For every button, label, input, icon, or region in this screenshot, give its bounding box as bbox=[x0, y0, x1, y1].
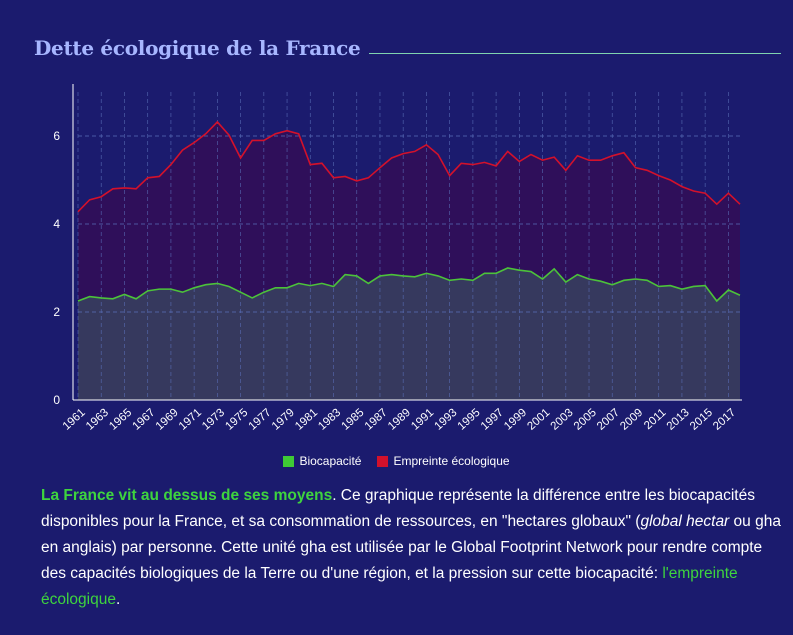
x-tick-label: 1987 bbox=[363, 407, 390, 433]
x-tick-label: 1991 bbox=[409, 407, 436, 433]
x-tick-label: 1977 bbox=[247, 407, 274, 433]
x-tick-label: 1997 bbox=[479, 407, 506, 433]
x-tick-label: 2007 bbox=[595, 407, 622, 433]
y-tick-label: 6 bbox=[53, 129, 60, 143]
empreinte-link[interactable]: l'empreinte écologique bbox=[41, 565, 738, 608]
page-title: Dette écologique de la France bbox=[34, 36, 361, 60]
description-paragraph: La France vit au dessus de ses moyens. C… bbox=[41, 483, 781, 613]
x-tick-label: 1961 bbox=[61, 407, 88, 433]
x-tick-label: 2001 bbox=[525, 407, 552, 433]
x-tick-label: 1983 bbox=[316, 407, 343, 433]
empreinte-line bbox=[77, 120, 741, 213]
x-tick-label: 1979 bbox=[270, 407, 297, 433]
x-tick-label: 1965 bbox=[107, 407, 134, 433]
chart-legend: Biocapacité Empreinte écologique bbox=[0, 454, 793, 468]
x-tick-label: 1969 bbox=[154, 407, 181, 433]
title-row: Dette écologique de la France bbox=[34, 36, 781, 60]
x-tick-label: 1971 bbox=[177, 407, 204, 433]
x-tick-label: 1981 bbox=[293, 407, 320, 433]
description-italic: global hectar bbox=[640, 513, 730, 530]
y-tick-label: 4 bbox=[53, 217, 60, 231]
title-divider bbox=[368, 52, 781, 54]
legend-label-empreinte: Empreinte écologique bbox=[393, 454, 510, 468]
x-tick-label: 1985 bbox=[340, 407, 367, 433]
x-tick-label: 2003 bbox=[549, 407, 576, 433]
x-tick-label: 1967 bbox=[130, 407, 157, 433]
chart: 0 2 4 6 196119631965196719691971197319751977… bbox=[53, 84, 742, 433]
description-text-1: . Ce graphique représente la différence … bbox=[41, 487, 755, 530]
x-tick-label: 2013 bbox=[665, 407, 692, 433]
x-tick-label: 1989 bbox=[386, 407, 413, 433]
x-tick-label: 1973 bbox=[200, 407, 227, 433]
biocapacite-line bbox=[77, 267, 741, 303]
biocapacite-area bbox=[78, 268, 740, 400]
x-tick-label: 1975 bbox=[223, 407, 250, 433]
legend-swatch-biocapacite bbox=[283, 455, 295, 467]
x-tick-label: 1999 bbox=[502, 407, 529, 433]
x-tick-label: 2017 bbox=[711, 407, 738, 433]
x-tick-label: 2009 bbox=[618, 407, 645, 433]
x-tick-label: 2011 bbox=[642, 407, 668, 432]
x-tick-label: 2005 bbox=[572, 407, 599, 433]
description-text-2: ou gha en anglais) par personne. Cette u… bbox=[41, 513, 781, 582]
x-tick-label: 1963 bbox=[84, 407, 111, 433]
x-tick-label: 2015 bbox=[688, 407, 715, 433]
empreinte-area bbox=[78, 121, 740, 301]
legend-label-biocapacite: Biocapacité bbox=[299, 454, 362, 468]
legend-item-empreinte[interactable]: Empreinte écologique bbox=[377, 454, 510, 468]
y-tick-label: 0 bbox=[53, 393, 60, 407]
description-highlight: La France vit au dessus de ses moyens bbox=[41, 487, 333, 504]
legend-swatch-empreinte bbox=[377, 455, 389, 467]
x-tick-label: 1995 bbox=[456, 407, 483, 433]
y-tick-label: 2 bbox=[53, 305, 60, 319]
description-end: . bbox=[115, 591, 121, 608]
legend-item-biocapacite[interactable]: Biocapacité bbox=[283, 454, 361, 468]
x-tick-label: 1993 bbox=[432, 407, 459, 433]
